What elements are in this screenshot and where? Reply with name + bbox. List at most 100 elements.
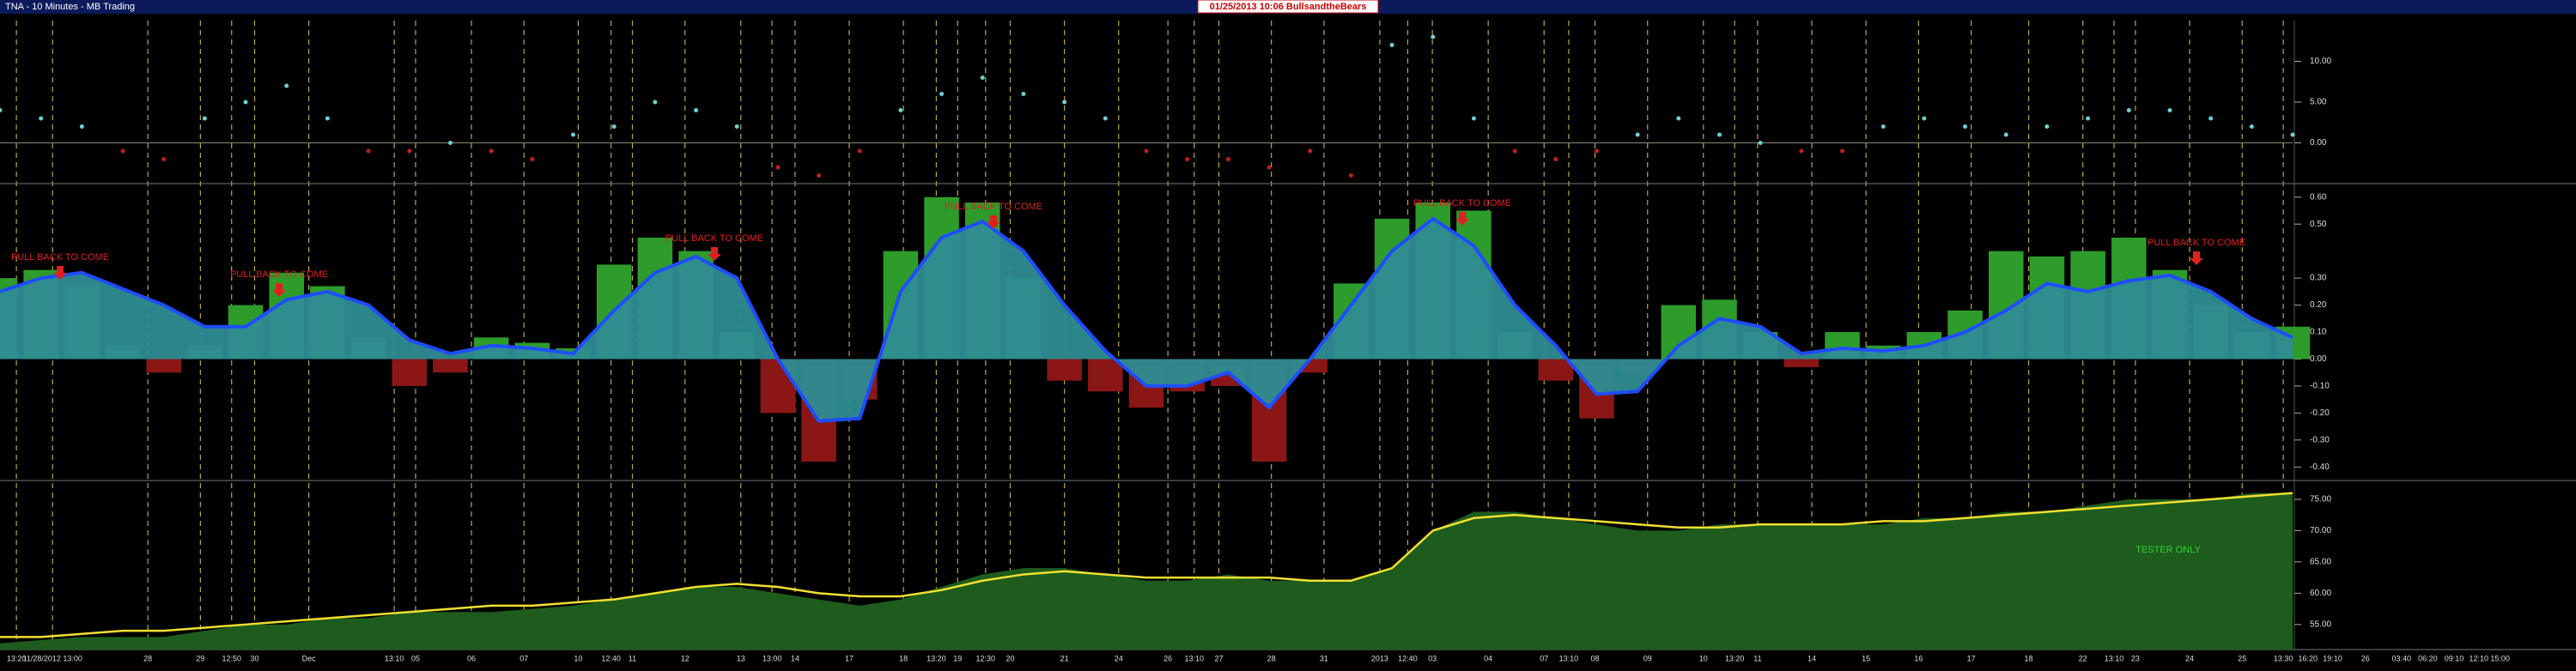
x-tick-label: 08 [1591,654,1600,662]
dot [775,165,781,170]
dot [1717,132,1722,137]
dot [0,108,3,112]
y-tick-label: -0.30 [2310,435,2330,444]
dot [611,124,617,129]
x-tick-label: 04 [1484,654,1492,662]
dot [694,108,699,112]
y-tick-label: 0.00 [2310,138,2327,148]
x-tick-label: 13 [737,654,745,662]
dot [1512,148,1517,154]
annotation-arrow [1455,212,1469,226]
x-tick-label: 07 [519,654,528,662]
dot [489,148,494,154]
dot [1103,116,1108,121]
dot [1594,148,1599,154]
dot [1553,157,1558,161]
x-tick-label: 22 [2079,654,2087,662]
dot [1389,43,1394,47]
x-tick-label: 16:20 [2298,654,2318,662]
histogram-bar [1538,359,1574,381]
dot [1431,34,1436,39]
x-tick-label: 12:40 [601,654,621,662]
x-tick-label: 13:10 [385,654,404,662]
x-tick-label: 15:00 [2490,654,2510,662]
x-tick-label: 14 [791,654,799,662]
dot [2126,108,2131,112]
dot [1021,92,1026,96]
annotation: PULL BACK TO COME [230,269,328,280]
y-tick-label: 70.00 [2310,526,2331,535]
dot [284,83,289,88]
annotation-arrow [708,247,721,261]
y-tick-label: -0.20 [2310,408,2330,418]
x-tick-label: 11 [1753,654,1761,662]
x-tick-label: 26 [1163,654,1172,662]
y-tick-label: 65.00 [2310,557,2331,566]
histogram-bar [392,359,428,386]
x-tick-label: 19 [953,654,962,662]
dot [2249,124,2254,129]
x-tick-label: 28 [143,654,152,662]
x-tick-label: 28 [1267,654,1276,662]
x-tick-label: 16 [1914,654,1923,662]
dot [2208,116,2214,121]
x-tick-label: 23 [2131,654,2140,662]
dot [1144,148,1149,154]
dot [2003,132,2008,137]
annotation-arrow [272,283,286,297]
area [0,218,2293,421]
histogram-bar [433,359,468,373]
y-tick-label: 10.00 [2310,57,2331,66]
dot [1062,100,1067,105]
annotation: PULL BACK TO COME [2148,238,2245,248]
x-tick-label: 29 [196,654,204,662]
annotation: PULL BACK TO COME [665,233,763,244]
dot [2044,124,2050,129]
x-tick-label: 13:00 [762,654,782,662]
dot [39,116,44,121]
dot [202,116,207,121]
y-tick-label: 0.10 [2310,328,2327,337]
annotation-arrow [2190,251,2203,265]
dot [2086,116,2091,121]
histogram-bar [1088,359,1123,392]
x-tick-label: 17 [845,654,854,662]
dot [161,157,167,161]
dot [653,100,658,105]
y-tick-label: -0.10 [2310,382,2330,391]
y-tick-label: 75.00 [2310,495,2331,505]
y-tick-label: 0.50 [2310,220,2327,229]
area [0,493,2293,650]
x-tick-label: 26 [2361,654,2370,662]
x-tick-label: 27 [1214,654,1223,662]
dot [1471,116,1476,121]
dot [1308,148,1313,154]
x-tick-label: 24 [2185,654,2194,662]
dot [79,124,84,129]
x-tick-label: 19:10 [2323,654,2342,662]
dot [857,148,862,154]
dot [447,141,453,145]
y-tick-label: 0.60 [2310,192,2327,202]
y-tick-label: 0.00 [2310,354,2327,364]
dot [734,124,739,129]
x-tick-label: 06:20 [2418,654,2438,662]
line [0,216,2293,423]
x-tick-label: 12:10 [2469,654,2488,662]
x-tick-label: 13:20 [1725,654,1745,662]
dot [120,148,125,154]
annotation: PULL BACK TO COME [1413,198,1511,209]
x-tick-label: 21 [1060,654,1069,662]
x-tick-label: 13:10 [1559,654,1579,662]
x-tick-label: 06 [467,654,476,662]
dot [1635,132,1640,137]
x-tick-label: Dec [302,654,317,662]
x-tick-label: 14 [1807,654,1816,662]
histogram-bar [1047,359,1082,381]
dot [243,100,248,105]
x-tick-label: 2013 [1371,654,1388,662]
x-tick-label: 13:20 [927,654,946,662]
x-tick-label: 13:10 [2105,654,2124,662]
x-tick-label: 05 [411,654,420,662]
